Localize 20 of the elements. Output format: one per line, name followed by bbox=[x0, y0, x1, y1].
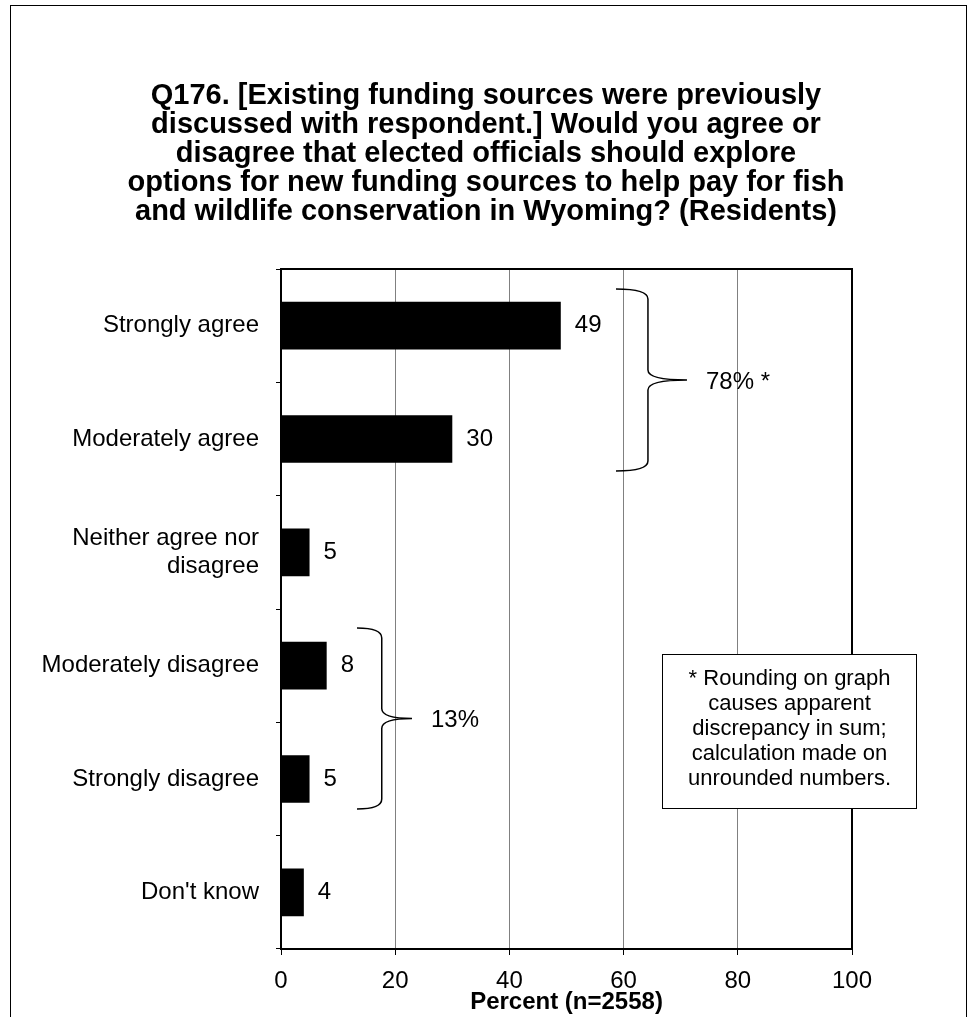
y-tick-label: Strongly agree bbox=[102, 310, 259, 338]
annotation: 78% * bbox=[706, 367, 771, 395]
data-label: 49 bbox=[574, 310, 602, 338]
data-label: 5 bbox=[323, 763, 337, 791]
y-tick-label: Strongly disagree bbox=[72, 763, 259, 791]
x-tick-label: 20 bbox=[381, 966, 409, 994]
x-tick-label: 80 bbox=[724, 966, 752, 994]
y-tick-label: Neither agree nor disagree bbox=[72, 522, 259, 579]
y-tick-label: Don't know bbox=[141, 876, 260, 904]
data-label: 8 bbox=[340, 650, 355, 678]
x-tick-label: 100 bbox=[831, 966, 873, 994]
y-tick-label: Moderately agree bbox=[72, 423, 259, 451]
data-label: 5 bbox=[323, 536, 337, 564]
x-tick-label: 0 bbox=[274, 966, 288, 994]
y-tick-label: Moderately disagree bbox=[41, 650, 259, 678]
note-box: * Rounding on graph causes apparent discrepancy in sum; calculation made on unrounded numbers. bbox=[662, 654, 917, 809]
annotation: 13% bbox=[431, 705, 480, 733]
data-label: 30 bbox=[466, 423, 493, 451]
data-label: 4 bbox=[317, 876, 332, 904]
chart-title: Q176. [Existing funding sources were previously discussed with respondent.] Would you agree or disagree that elected officials should explore options for new funding sources to help pay for fish and wildlife conservation in Wyoming? (Residents) bbox=[126, 78, 846, 226]
